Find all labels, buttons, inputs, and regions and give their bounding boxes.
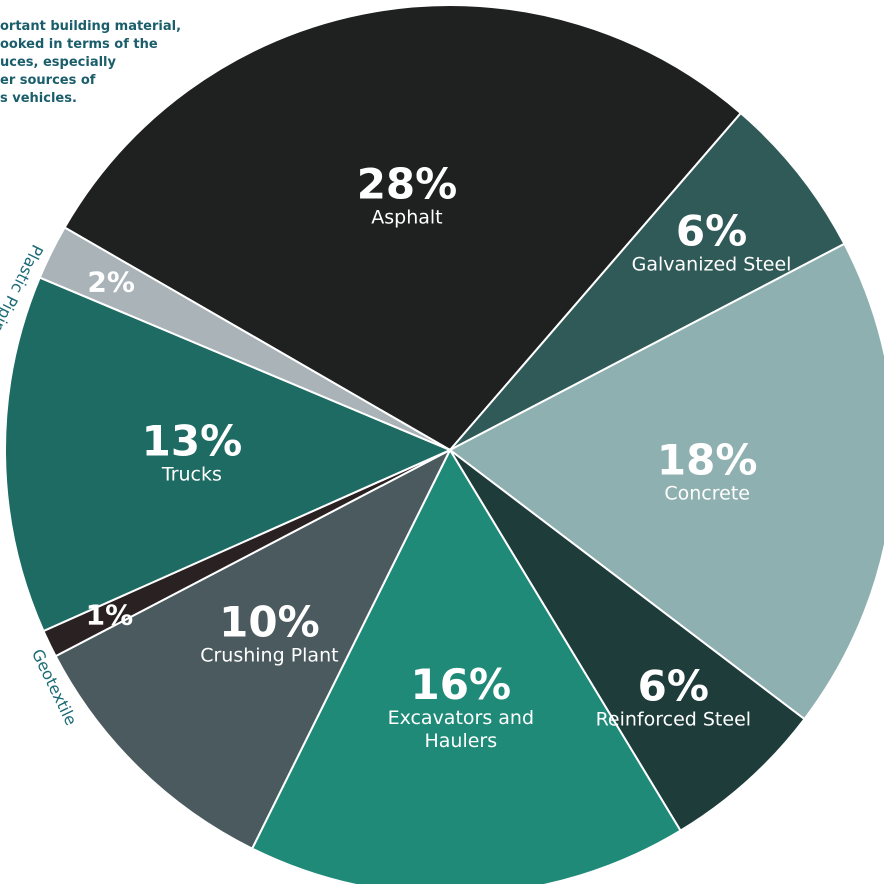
- percent-label: 18%: [656, 435, 758, 485]
- slice: [4, 276, 453, 633]
- percent-label: 10%: [219, 597, 320, 647]
- slice-label: 28% Asphalt: [322, 159, 492, 229]
- category-label: Excavators and Haulers: [387, 707, 535, 752]
- slice: [63, 4, 743, 452]
- slice-label: 2%: [26, 265, 196, 299]
- annotation-line: er sources of: [0, 73, 96, 88]
- slice-label: 6% Galvanized Steel: [627, 209, 797, 276]
- percent-label: 2%: [87, 265, 135, 299]
- category-label: Concrete: [664, 482, 750, 505]
- percent-label: 6%: [637, 661, 709, 711]
- slice-label: 1%: [24, 597, 194, 631]
- slice: [54, 447, 453, 850]
- slice-label: 6% Reinforced Steel: [588, 661, 758, 732]
- percent-label: 28%: [356, 159, 458, 209]
- annotation-line: ooked in terms of the: [0, 37, 158, 52]
- category-label: Trucks: [161, 463, 222, 486]
- category-label: Reinforced Steel: [595, 708, 752, 731]
- slice: [38, 226, 451, 451]
- percent-label: 6%: [675, 206, 748, 256]
- slice-label: 13% Trucks: [107, 419, 277, 486]
- category-label: Asphalt: [371, 206, 443, 229]
- slice: [448, 242, 884, 721]
- slice-label: 10% Crushing Plant: [184, 597, 354, 668]
- category-label: Crushing Plant: [200, 645, 339, 668]
- category-label: Galvanized Steel: [631, 253, 792, 276]
- slice-label: 16% Excavators and Haulers: [376, 660, 546, 753]
- annotation: ortant building material, ooked in terms …: [0, 18, 181, 108]
- percent-label: 16%: [410, 660, 512, 710]
- slice: [449, 111, 846, 451]
- slice: [449, 449, 806, 833]
- slice-label: 18% Concrete: [622, 438, 792, 505]
- annotation-line: s vehicles.: [0, 91, 77, 106]
- annotation-line: uces, especially: [0, 55, 116, 70]
- slice: [250, 447, 682, 884]
- percent-label: 1%: [85, 597, 134, 631]
- percent-label: 13%: [141, 416, 243, 466]
- annotation-line: ortant building material,: [0, 19, 182, 34]
